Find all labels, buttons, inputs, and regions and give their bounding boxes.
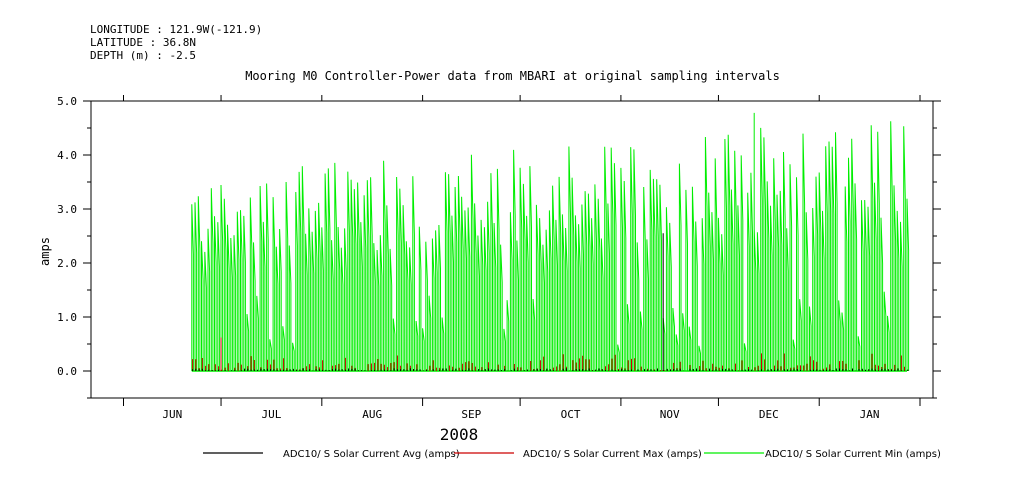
y-tick-label: 4.0 bbox=[57, 149, 77, 162]
x-tick-label: NOV bbox=[660, 408, 680, 421]
chart-title: Mooring M0 Controller-Power data from MB… bbox=[245, 69, 780, 83]
x-axis-label: 2008 bbox=[440, 425, 479, 444]
x-tick-label: AUG bbox=[362, 408, 382, 421]
y-tick-label: 5.0 bbox=[57, 95, 77, 108]
legend-label: ADC10/ S Solar Current Min (amps) bbox=[765, 449, 941, 460]
plot-frame bbox=[90, 100, 934, 399]
x-tick-label: JUN bbox=[162, 408, 182, 421]
longitude-label: LONGITUDE : 121.9W(-121.9) bbox=[90, 23, 263, 36]
y-axis-label: amps bbox=[38, 237, 52, 266]
y-tick-label: 2.0 bbox=[57, 257, 77, 270]
x-tick-label: JAN bbox=[860, 408, 880, 421]
series-max-line bbox=[192, 337, 909, 371]
series-avg-line bbox=[192, 233, 909, 371]
y-tick-label: 1.0 bbox=[57, 311, 77, 324]
x-tick-label: DEC bbox=[759, 408, 779, 421]
x-tick-label: SEP bbox=[461, 408, 481, 421]
x-tick-label: OCT bbox=[561, 408, 581, 421]
depth-label: DEPTH (m) : -2.5 bbox=[90, 49, 196, 62]
y-tick-label: 0.0 bbox=[57, 365, 77, 378]
latitude-label: LATITUDE : 36.8N bbox=[90, 36, 196, 49]
legend-label: ADC10/ S Solar Current Max (amps) bbox=[523, 449, 702, 460]
legend-label: ADC10/ S Solar Current Avg (amps) bbox=[283, 449, 460, 460]
y-tick-label: 3.0 bbox=[57, 203, 77, 216]
series-min-line bbox=[191, 112, 910, 371]
x-tick-label: JUL bbox=[261, 408, 281, 421]
